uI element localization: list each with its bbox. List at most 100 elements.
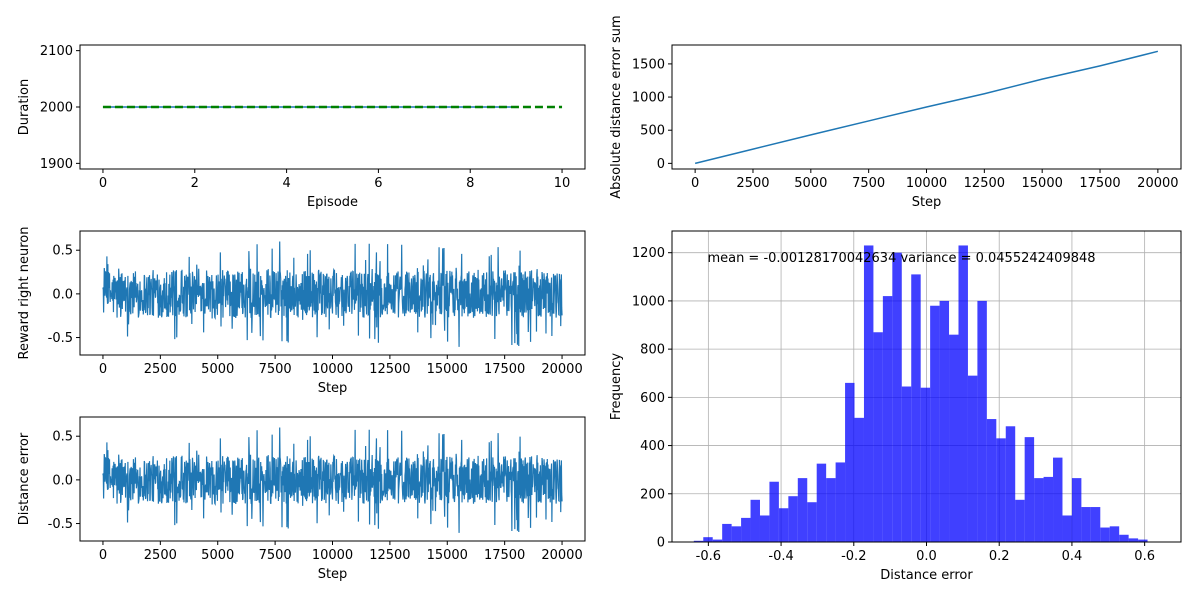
x-axis-label: Step xyxy=(318,381,348,396)
histogram-bar xyxy=(996,438,1006,542)
histogram-bar xyxy=(1034,478,1044,542)
x-tick-label: 17500 xyxy=(484,548,525,563)
x-axis-label: Distance error xyxy=(880,568,973,583)
y-tick-label: 200 xyxy=(640,487,665,502)
histogram-bar xyxy=(882,296,893,542)
histogram-bar xyxy=(1090,507,1101,542)
x-tick-label: 15000 xyxy=(427,548,468,563)
histogram-bar xyxy=(949,334,959,542)
histogram-bar xyxy=(863,245,874,542)
histogram-bar xyxy=(873,332,883,542)
y-tick-label: 0 xyxy=(657,157,665,172)
x-tick-label: 12500 xyxy=(964,176,1005,191)
histogram-bar xyxy=(967,375,978,542)
y-tick-label: 600 xyxy=(640,391,665,406)
histogram-bar xyxy=(816,463,827,542)
histogram-bar xyxy=(1071,478,1082,542)
x-tick-label: 5000 xyxy=(794,176,827,191)
histogram-bar xyxy=(778,508,789,542)
histogram-bar xyxy=(1062,515,1072,542)
signal-line xyxy=(102,241,563,347)
y-tick-label: 500 xyxy=(640,124,665,139)
chart-histogram: mean = -0.00128170042634 variance = 0.04… xyxy=(609,230,1182,583)
x-tick-label: 5000 xyxy=(201,362,234,377)
y-tick-label: 1200 xyxy=(632,246,665,261)
y-tick-label: 0 xyxy=(657,536,665,551)
histogram-bar xyxy=(1024,437,1035,542)
x-tick-label: -0.4 xyxy=(768,549,793,564)
histogram-bar xyxy=(1100,527,1110,542)
histogram-bar xyxy=(1043,476,1054,542)
x-tick-label: 5000 xyxy=(201,548,234,563)
x-tick-label: 10000 xyxy=(906,176,947,191)
x-tick-label: 15000 xyxy=(1022,176,1063,191)
stats-annotation: mean = -0.00128170042634 variance = 0.04… xyxy=(707,251,1095,266)
chart-distance-error: 0 2500 5000 7500 10000 12500 15000 17500 20000 -0… xyxy=(17,416,586,582)
histogram-bar xyxy=(731,526,742,542)
histogram-bar xyxy=(722,523,732,542)
x-tick-label: 0.2 xyxy=(989,549,1010,564)
x-tick-label: 0 xyxy=(691,176,699,191)
histogram-bar xyxy=(788,496,798,542)
y-tick-label: 0.5 xyxy=(52,430,73,445)
y-axis-label: Distance error xyxy=(17,432,32,525)
x-tick-label: 2500 xyxy=(144,548,177,563)
histogram-bar xyxy=(911,274,921,542)
histogram-bar xyxy=(826,478,836,542)
histogram-bar xyxy=(1119,534,1129,542)
histogram-bar xyxy=(807,502,817,542)
x-tick-label: 12500 xyxy=(369,362,410,377)
histogram-bar xyxy=(1005,426,1016,542)
y-tick-label: 0.5 xyxy=(52,244,73,259)
histogram-bar xyxy=(1109,526,1120,542)
histogram-bar xyxy=(1015,499,1025,542)
x-tick-label: -0.2 xyxy=(841,549,866,564)
x-tick-label: 20000 xyxy=(1137,176,1178,191)
y-tick-label: 1000 xyxy=(632,294,665,309)
y-axis-label: Duration xyxy=(17,79,32,135)
x-tick-label: 8 xyxy=(466,176,474,191)
x-tick-label: 10000 xyxy=(312,362,353,377)
y-axis-label: Reward right neuron xyxy=(17,227,32,360)
x-tick-label: 7500 xyxy=(259,362,292,377)
x-tick-label: 10000 xyxy=(312,548,353,563)
y-axis-label: Frequency xyxy=(609,353,624,420)
histogram-bar xyxy=(797,478,808,542)
histogram-bar xyxy=(892,252,902,542)
y-tick-label: 800 xyxy=(640,343,665,358)
x-tick-label: 2500 xyxy=(144,362,177,377)
chart-abs-error-sum: 0 2500 5000 7500 10000 12500 15000 17500 20000 0 5… xyxy=(609,15,1182,210)
histogram-bar xyxy=(1081,507,1091,542)
x-tick-label: 2 xyxy=(191,176,199,191)
y-tick-label: 2100 xyxy=(40,44,73,59)
y-tick-label: 1900 xyxy=(40,157,73,172)
x-tick-label: 7500 xyxy=(852,176,885,191)
histogram-bar xyxy=(1128,538,1139,542)
chart-duration: 0 2 4 6 8 10 1900 2000 2100 Episode Duration xyxy=(17,44,586,210)
y-tick-label: 1000 xyxy=(632,91,665,106)
x-axis-label: Step xyxy=(912,195,942,210)
histogram-bar xyxy=(1138,539,1148,542)
y-tick-label: 0.0 xyxy=(52,473,73,488)
cumulative-error-line xyxy=(694,50,1159,165)
histogram-bar xyxy=(986,419,997,542)
x-tick-label: 4 xyxy=(282,176,290,191)
histogram-bar xyxy=(703,537,713,542)
histogram-bar xyxy=(759,515,770,542)
y-tick-label: 400 xyxy=(640,439,665,454)
y-tick-label: -0.5 xyxy=(48,331,73,346)
histogram-bar xyxy=(901,386,912,542)
histogram-bar xyxy=(750,499,760,542)
histogram-bar xyxy=(939,300,950,542)
histogram-bar xyxy=(693,540,704,542)
x-tick-label: 0.4 xyxy=(1062,549,1083,564)
x-tick-label: 20000 xyxy=(541,548,582,563)
x-tick-label: 2500 xyxy=(736,176,769,191)
y-tick-label: 2000 xyxy=(40,101,73,116)
histogram-bar xyxy=(920,387,931,542)
x-tick-label: -0.6 xyxy=(696,549,721,564)
x-tick-label: 20000 xyxy=(541,362,582,377)
histogram-bar xyxy=(712,539,723,542)
y-tick-label: 1500 xyxy=(632,57,665,72)
